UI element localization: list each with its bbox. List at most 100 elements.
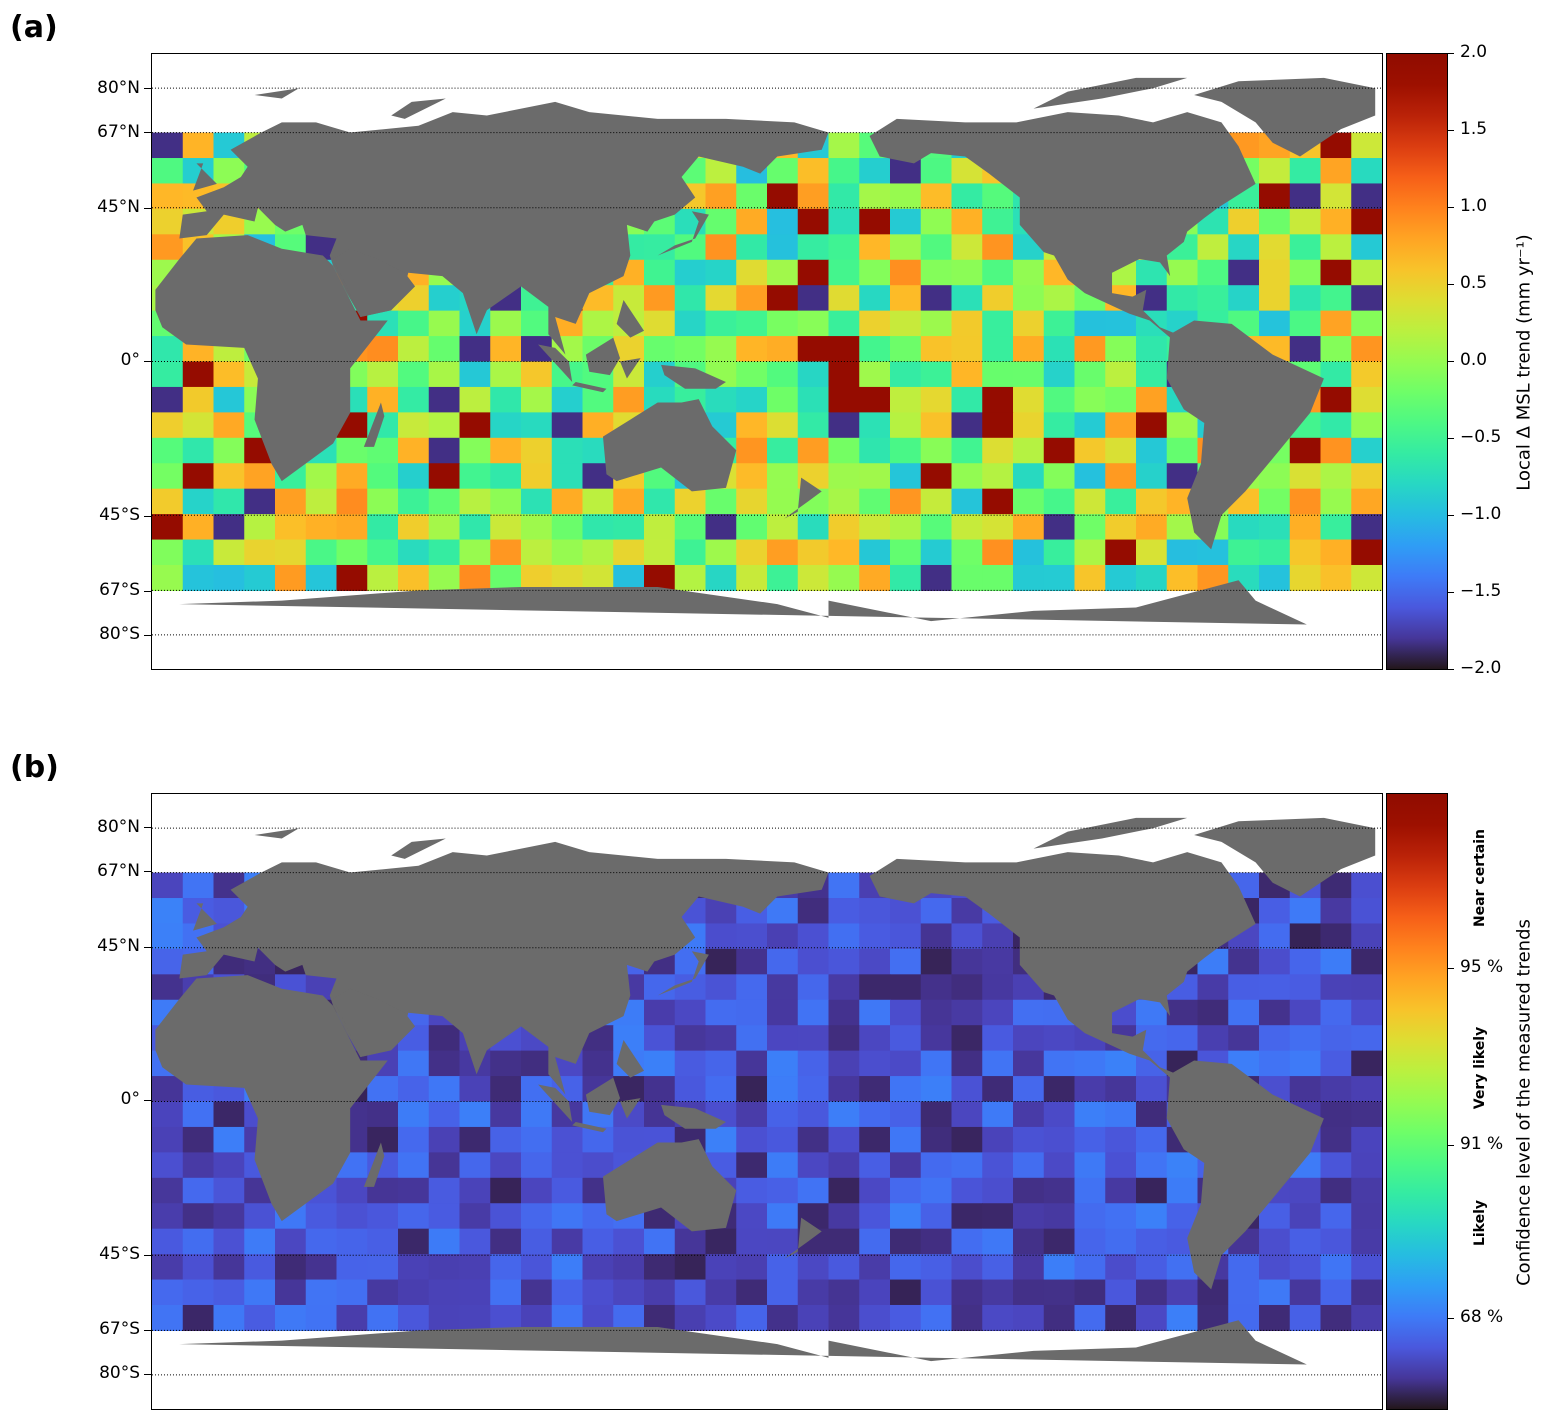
grid-cell bbox=[428, 564, 461, 592]
cbar-tick bbox=[1448, 515, 1454, 516]
grid-cell bbox=[797, 1304, 830, 1332]
grid-cell bbox=[1351, 285, 1382, 312]
grid-cell bbox=[1289, 1177, 1322, 1204]
grid-cell bbox=[428, 361, 461, 388]
grid-cell bbox=[674, 974, 707, 1001]
grid-cell bbox=[1351, 488, 1382, 515]
grid-cell bbox=[1320, 1050, 1352, 1077]
grid-cell bbox=[182, 1228, 215, 1255]
grid-cell bbox=[459, 1152, 491, 1179]
grid-cell bbox=[1105, 488, 1137, 515]
grid-cell bbox=[736, 564, 768, 592]
grid-cell bbox=[1351, 1076, 1382, 1103]
grid-cell bbox=[982, 999, 1014, 1026]
grid-cell bbox=[490, 361, 522, 388]
grid-cell bbox=[951, 1177, 983, 1204]
grid-cell bbox=[1259, 974, 1291, 1001]
grid-cell bbox=[1074, 1228, 1106, 1255]
grid-cell bbox=[859, 564, 891, 592]
grid-cell bbox=[674, 285, 707, 312]
grid-cell bbox=[767, 259, 799, 286]
grid-cell bbox=[767, 539, 799, 566]
grid-cell bbox=[1289, 898, 1322, 925]
grid-cell bbox=[859, 285, 891, 312]
grid-cell bbox=[1013, 437, 1045, 464]
grid-cell bbox=[152, 1304, 184, 1332]
grid-cell bbox=[398, 488, 430, 515]
grid-cell bbox=[951, 488, 983, 515]
grid-cell bbox=[736, 1304, 768, 1332]
grid-cell bbox=[182, 1126, 215, 1153]
grid-cell bbox=[1351, 974, 1382, 1001]
lat-tick bbox=[144, 591, 151, 592]
grid-cell bbox=[367, 463, 399, 490]
grid-cell bbox=[1013, 1126, 1045, 1153]
land-mass bbox=[620, 358, 641, 379]
grid-cell bbox=[1351, 564, 1382, 592]
grid-cell bbox=[1320, 1126, 1352, 1153]
grid-cell bbox=[859, 183, 891, 210]
grid-cell bbox=[797, 412, 830, 439]
grid-cell bbox=[1259, 898, 1291, 925]
grid-cell bbox=[828, 310, 860, 337]
grid-cell bbox=[644, 234, 676, 261]
grid-cell bbox=[1320, 1304, 1352, 1332]
grid-cell bbox=[1320, 1076, 1352, 1103]
grid-cell bbox=[1320, 1203, 1352, 1230]
grid-cell bbox=[951, 386, 983, 413]
grid-cell bbox=[521, 1203, 553, 1230]
grid-cell bbox=[551, 1126, 584, 1153]
grid-cell bbox=[1320, 1177, 1352, 1204]
panel-b-letter: (b) bbox=[10, 750, 59, 785]
grid-cell bbox=[521, 386, 553, 413]
grid-cell bbox=[890, 1025, 922, 1052]
grid-cell bbox=[951, 1279, 983, 1306]
grid-cell bbox=[213, 564, 245, 592]
grid-cell bbox=[152, 1254, 184, 1281]
land-mass bbox=[657, 211, 709, 256]
grid-cell bbox=[890, 412, 922, 439]
grid-cell bbox=[982, 564, 1014, 592]
grid-cell bbox=[1351, 1228, 1382, 1255]
grid-cell bbox=[767, 999, 799, 1026]
grid-cell bbox=[828, 948, 860, 975]
land-mass bbox=[254, 828, 299, 839]
grid-cell bbox=[920, 386, 953, 413]
grid-cell bbox=[1228, 999, 1260, 1026]
grid-cell bbox=[1320, 974, 1352, 1001]
grid-cell bbox=[797, 1126, 830, 1153]
grid-cell bbox=[367, 361, 399, 388]
grid-cell bbox=[367, 336, 399, 363]
grid-cell bbox=[890, 158, 922, 185]
grid-cell bbox=[1351, 361, 1382, 388]
grid-cell bbox=[828, 488, 860, 515]
grid-cell bbox=[398, 564, 430, 592]
grid-cell bbox=[152, 872, 184, 899]
grid-cell bbox=[797, 183, 830, 210]
grid-cell bbox=[828, 999, 860, 1026]
grid-cell bbox=[244, 1304, 276, 1332]
grid-cell bbox=[920, 898, 953, 925]
lat-tick bbox=[144, 361, 151, 362]
grid-cell bbox=[890, 514, 922, 541]
grid-cell bbox=[521, 1254, 553, 1281]
grid-cell bbox=[736, 412, 768, 439]
grid-cell bbox=[828, 158, 860, 185]
land-mass bbox=[179, 1320, 1307, 1409]
grid-cell bbox=[1351, 539, 1382, 566]
grid-cell bbox=[1259, 1025, 1291, 1052]
grid-cell bbox=[1320, 386, 1352, 413]
grid-cell bbox=[920, 412, 953, 439]
grid-cell bbox=[736, 923, 768, 950]
grid-cell bbox=[1136, 1304, 1168, 1332]
grid-cell bbox=[920, 999, 953, 1026]
grid-cell bbox=[213, 386, 245, 413]
grid-cell bbox=[1320, 437, 1352, 464]
grid-cell bbox=[736, 1050, 768, 1077]
grid-cell bbox=[1320, 1152, 1352, 1179]
grid-cell bbox=[920, 183, 953, 210]
grid-cell bbox=[459, 1279, 491, 1306]
grid-cell bbox=[213, 1279, 245, 1306]
grid-cell bbox=[797, 361, 830, 388]
grid-cell bbox=[152, 183, 184, 210]
